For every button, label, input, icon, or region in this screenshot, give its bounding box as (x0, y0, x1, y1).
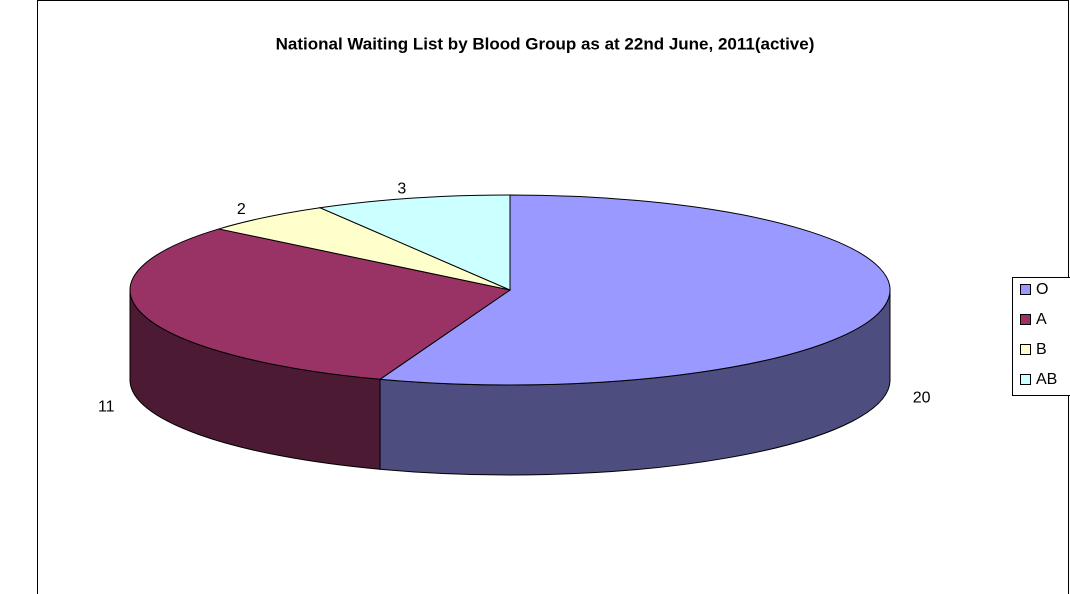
pie-slice (129, 228, 512, 380)
legend-label: A (1036, 311, 1047, 328)
legend-swatch (1020, 314, 1031, 325)
data-label: 20 (913, 389, 931, 406)
legend-swatch (1020, 284, 1031, 295)
data-label: 2 (237, 201, 246, 218)
data-label: 11 (98, 398, 115, 415)
legend-swatch (1020, 374, 1031, 385)
legend-swatch (1020, 344, 1031, 355)
pie-slice (318, 194, 511, 291)
pie-slice (218, 207, 511, 291)
legend-label: AB (1036, 371, 1057, 388)
pie-slice (378, 194, 891, 386)
data-label: 3 (397, 180, 406, 197)
chart-title: National Waiting List by Blood Group as … (276, 34, 815, 53)
legend-label: B (1036, 341, 1047, 358)
legend-label: O (1036, 281, 1048, 298)
